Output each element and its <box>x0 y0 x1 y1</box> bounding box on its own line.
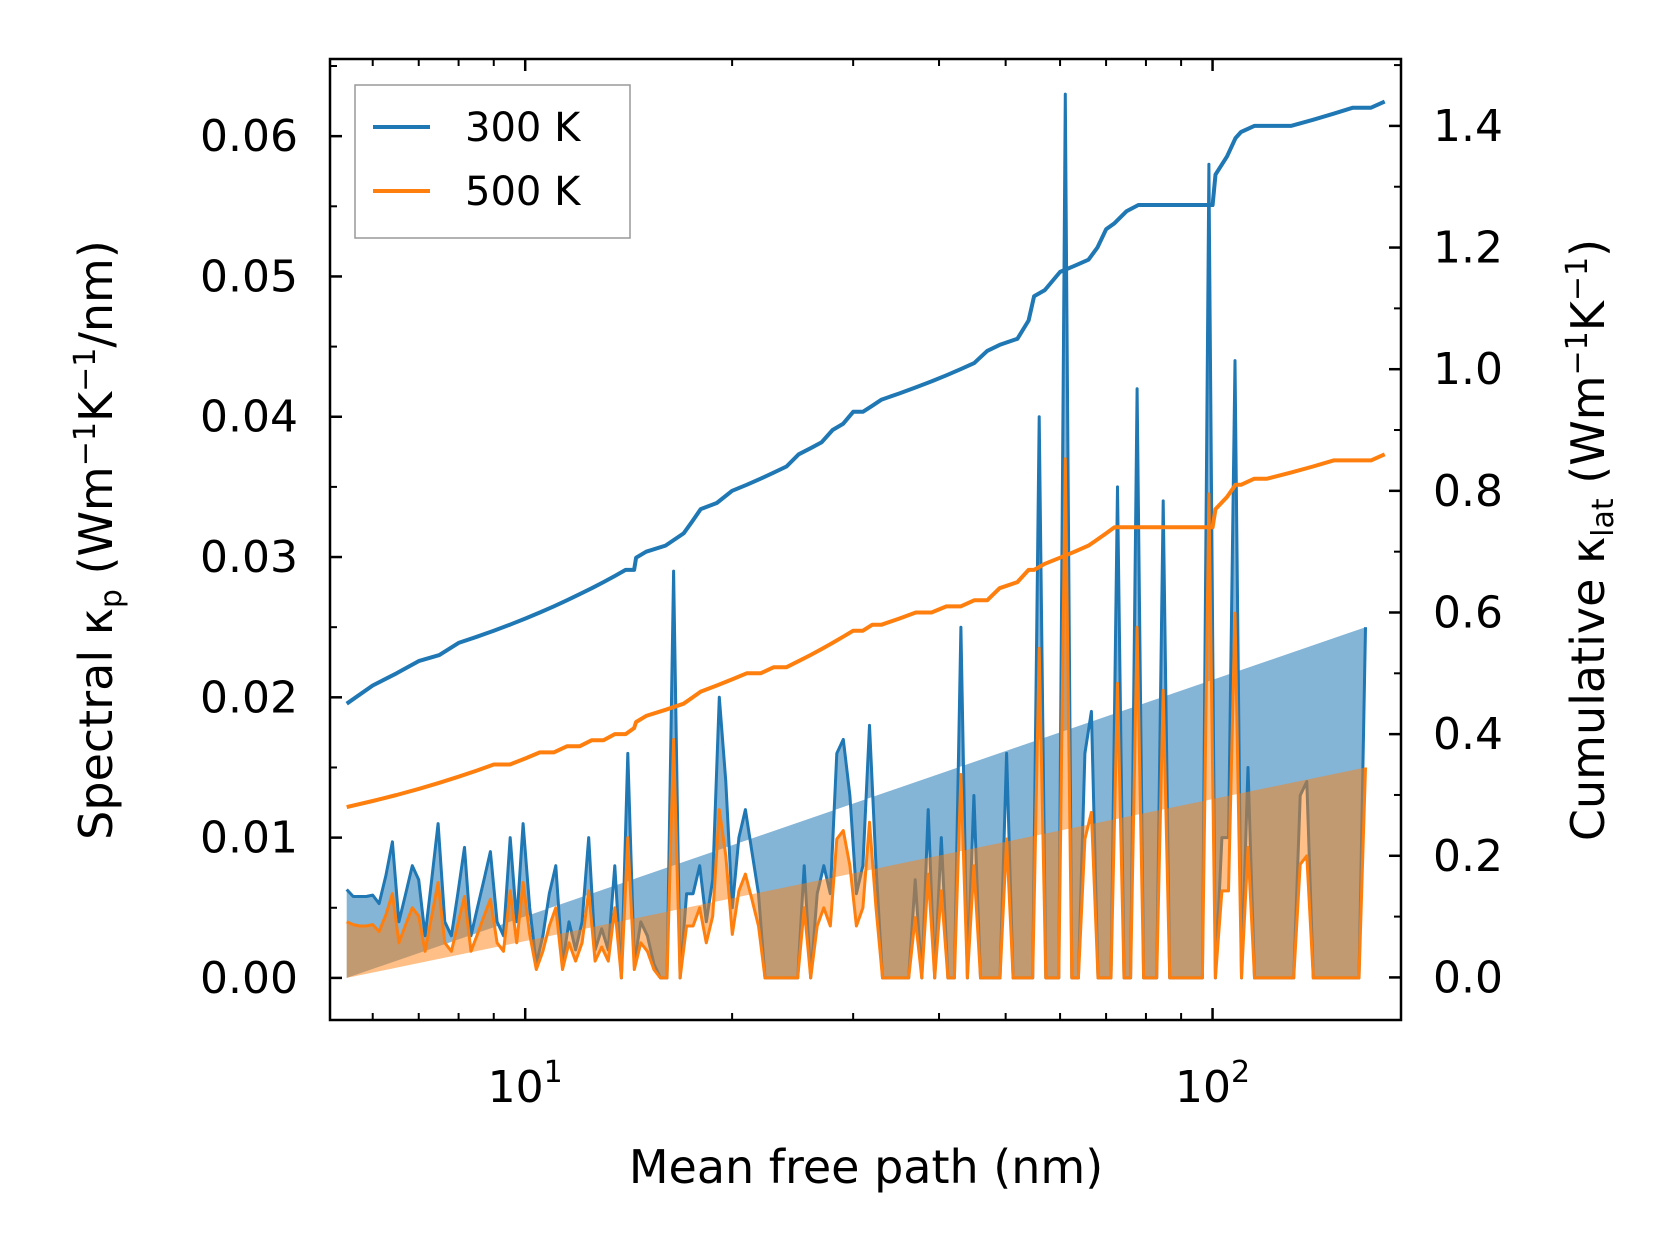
y-right-title-sub: lat <box>1586 498 1621 537</box>
legend-box <box>354 84 631 239</box>
y-right-tick-label: 0.6 <box>1433 587 1503 638</box>
ticklabels-layer: 101 1020.000.010.020.030.040.050.060.00.2… <box>200 101 1503 1113</box>
y-right-tick-label: 0.0 <box>1433 952 1503 1003</box>
y-left-axis-title: Spectral κp (Wm−1K−1/nm) <box>68 240 129 840</box>
x-tick-label-exp: 2 <box>1231 1055 1250 1090</box>
plot-frame <box>328 57 1403 1022</box>
y-left-tick-label: 0.02 <box>200 672 298 723</box>
y-right-title-sup1: −1 <box>1560 331 1595 375</box>
y-left-tick-label: 0.01 <box>200 813 298 864</box>
y-left-tick-label: 0.06 <box>200 111 298 162</box>
cumulative-line-500k <box>346 452 1386 810</box>
y-right-tick-label: 0.4 <box>1433 709 1503 760</box>
y-left-title-mid: K <box>69 390 123 422</box>
y-left-tick-label: 0.03 <box>200 532 298 583</box>
y-left-tick-label: 0.00 <box>200 953 298 1004</box>
spectral-area-500k <box>346 458 1366 978</box>
spectral-area-300k <box>346 94 1366 978</box>
y-right-title-main: Cumulative κ <box>1561 537 1615 841</box>
y-left-tick-label: 0.04 <box>200 392 298 443</box>
cumulative-layer <box>345 99 1386 810</box>
x-tick-label-base: 10 <box>1175 1062 1231 1113</box>
y-right-axis-title: Cumulative κlat (Wm−1K−1) <box>1560 239 1621 841</box>
x-axis-title: Mean free path (nm) <box>629 1140 1103 1194</box>
x-tick-label: 102 <box>1175 1055 1250 1113</box>
y-right-title-unit-open: (Wm <box>1561 375 1615 498</box>
y-left-tick-label: 0.05 <box>200 251 298 302</box>
legend: 300 K 500 K <box>354 84 631 239</box>
y-right-tick-label: 0.8 <box>1433 466 1503 517</box>
y-right-tick-label: 1.0 <box>1433 344 1503 395</box>
legend-label-300k: 300 K <box>465 105 582 151</box>
x-tick-label-base: 10 <box>488 1062 544 1113</box>
legend-label-500k: 500 K <box>465 169 582 215</box>
y-left-title-unit-open: (Wm <box>69 466 123 589</box>
y-right-tick-label: 1.2 <box>1433 223 1503 274</box>
x-tick-label-exp: 1 <box>544 1055 563 1090</box>
y-right-title-sup2: −1 <box>1560 257 1595 301</box>
cumulative-line-300k <box>345 99 1386 706</box>
y-right-title-unit-close: ) <box>1561 239 1615 257</box>
y-left-title-main: Spectral κ <box>69 608 123 840</box>
y-left-title-sub: p <box>94 589 129 608</box>
y-right-title-mid: K <box>1561 299 1615 331</box>
spectral-layer <box>345 92 1367 980</box>
y-left-title-sup2: −1 <box>68 348 103 392</box>
y-left-title-sup1: −1 <box>68 422 103 466</box>
y-right-tick-label: 0.2 <box>1433 831 1503 882</box>
x-tick-label: 101 <box>488 1055 563 1113</box>
y-left-title-unit-close: /nm) <box>69 240 123 347</box>
spectral-line-500k <box>346 457 1367 980</box>
y-right-tick-label: 1.4 <box>1433 101 1503 152</box>
